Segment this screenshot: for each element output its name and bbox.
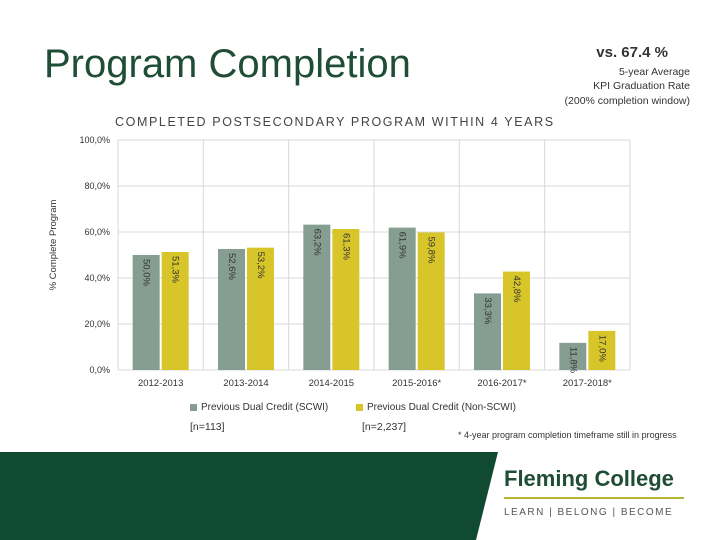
- n-label-scwi: [n=113]: [190, 421, 225, 433]
- data-label-non-scwi-2: 61,3%: [340, 233, 351, 260]
- college-tagline: LEARN | BELONG | BECOME: [504, 507, 674, 518]
- data-label-scwi-0: 50,0%: [141, 259, 152, 286]
- bar-non-scwi-2: [332, 229, 360, 370]
- x-tick-label: 2013-2014: [223, 378, 268, 389]
- y-tick-label: 60,0%: [84, 227, 110, 237]
- chart-gridlines: [117, 139, 631, 371]
- logo-rule: [504, 497, 684, 499]
- x-tick-label: 2016-2017*: [477, 378, 526, 389]
- data-label-scwi-5: 11,8%: [567, 347, 578, 374]
- data-label-scwi-4: 33,3%: [482, 297, 493, 324]
- data-label-non-scwi-3: 59,8%: [426, 236, 437, 263]
- page-title: Program Completion: [44, 42, 411, 86]
- data-label-non-scwi-4: 42,8%: [511, 276, 522, 303]
- college-logo: Fleming College LEARN | BELONG | BECOME: [476, 452, 720, 540]
- footnote: * 4-year program completion timeframe st…: [458, 430, 677, 440]
- bar-non-scwi-3: [417, 232, 445, 370]
- data-label-non-scwi-1: 53,2%: [255, 252, 266, 279]
- x-tick-label: 2014-2015: [309, 378, 354, 389]
- kpi-line-1: 5-year Average: [618, 66, 690, 78]
- legend-item-scwi: Previous Dual Credit (SCWI): [190, 402, 328, 413]
- bar-scwi-1: [218, 249, 245, 370]
- x-tick-label: 2012-2013: [138, 378, 183, 389]
- completion-bar-chart: 0,0% 20,0% 40,0% 60,0% 80,0% 100,0% 50,0% 51,3%…: [48, 135, 631, 389]
- data-label-non-scwi-0: 51,3%: [170, 256, 181, 283]
- y-tick-label: 0,0%: [89, 365, 110, 375]
- kpi-line-3: (200% completion window): [564, 95, 690, 107]
- x-tick-label: 2015-2016*: [392, 378, 441, 389]
- data-label-scwi-2: 63,2%: [311, 229, 322, 256]
- chart-labels: 0,0% 20,0% 40,0% 60,0% 80,0% 100,0% 50,0% 51,3%…: [79, 135, 612, 389]
- x-tick-label: 2017-2018*: [563, 378, 612, 389]
- bar-non-scwi-5: [588, 330, 616, 370]
- chart-bars: [132, 224, 616, 370]
- college-name: Fleming College: [504, 466, 674, 491]
- chart-title: COMPLETED POSTSECONDARY PROGRAM WITHIN 4…: [115, 115, 555, 129]
- kpi-heading: vs. 67.4 %: [596, 44, 668, 61]
- y-tick-label: 20,0%: [84, 319, 110, 329]
- legend-swatch-non-scwi: [356, 403, 363, 411]
- legend-label-non-scwi: Previous Dual Credit (Non-SCWI): [367, 402, 516, 413]
- bar-non-scwi-0: [161, 252, 189, 370]
- bar-non-scwi-4: [503, 271, 530, 370]
- data-label-scwi-3: 61,9%: [397, 232, 408, 259]
- bar-scwi-3: [388, 227, 416, 370]
- y-axis-label: % Complete Program: [48, 200, 59, 291]
- bar-scwi-4: [474, 293, 501, 370]
- legend-swatch-scwi: [190, 403, 197, 411]
- bar-scwi-2: [303, 224, 331, 370]
- bar-scwi-0: [132, 255, 160, 370]
- y-tick-label: 100,0%: [79, 135, 110, 145]
- bar-non-scwi-1: [247, 247, 274, 370]
- n-label-non-scwi: [n=2,237]: [362, 421, 407, 433]
- legend-item-non-scwi: Previous Dual Credit (Non-SCWI): [356, 402, 516, 413]
- kpi-line-2: KPI Graduation Rate: [593, 80, 690, 92]
- y-tick-label: 40,0%: [84, 273, 110, 283]
- bar-scwi-5: [559, 342, 587, 370]
- y-tick-label: 80,0%: [84, 181, 110, 191]
- legend-label-scwi: Previous Dual Credit (SCWI): [201, 402, 329, 413]
- data-label-non-scwi-5: 17,0%: [596, 335, 607, 362]
- data-label-scwi-1: 52,6%: [226, 253, 237, 280]
